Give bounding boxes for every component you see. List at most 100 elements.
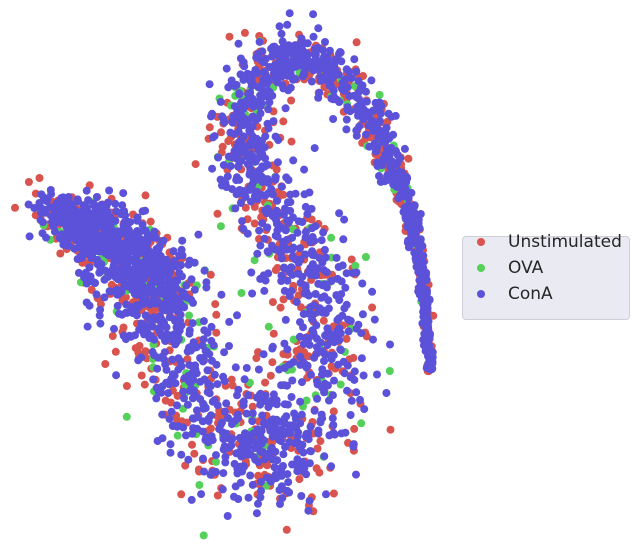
data-point xyxy=(301,233,310,242)
data-point xyxy=(107,246,116,255)
data-point xyxy=(297,410,306,419)
data-point xyxy=(82,279,91,288)
data-point xyxy=(99,235,108,243)
data-point xyxy=(245,169,254,178)
data-point xyxy=(301,250,310,259)
data-point xyxy=(321,331,330,340)
data-point xyxy=(199,317,208,326)
data-point xyxy=(79,223,88,232)
data-point xyxy=(95,311,104,320)
data-point xyxy=(344,327,353,336)
data-point xyxy=(289,243,298,252)
data-point xyxy=(304,506,313,515)
data-point xyxy=(320,357,328,365)
data-point xyxy=(309,32,318,41)
data-point xyxy=(110,270,118,279)
data-point xyxy=(224,83,233,92)
data-point xyxy=(290,409,299,418)
data-point xyxy=(327,277,336,285)
data-point xyxy=(150,227,159,236)
data-point xyxy=(247,183,256,191)
data-point xyxy=(271,175,280,184)
data-point xyxy=(296,360,305,369)
data-point xyxy=(191,160,200,169)
data-point xyxy=(325,82,334,90)
data-point xyxy=(347,255,356,264)
data-point xyxy=(335,324,344,333)
data-point xyxy=(178,251,187,260)
data-point xyxy=(160,305,168,314)
data-point xyxy=(425,296,434,304)
data-point xyxy=(320,452,329,461)
data-point xyxy=(258,85,267,94)
data-point xyxy=(240,28,249,37)
data-point xyxy=(297,53,306,62)
data-point xyxy=(89,248,98,257)
data-point xyxy=(241,192,250,201)
data-point xyxy=(222,399,231,408)
data-point xyxy=(335,209,344,218)
data-point xyxy=(218,142,227,151)
data-point xyxy=(261,276,270,285)
data-point xyxy=(119,189,128,198)
data-point xyxy=(155,287,164,296)
data-point xyxy=(201,404,210,412)
data-point xyxy=(88,209,97,218)
data-point xyxy=(105,287,114,296)
data-point xyxy=(241,429,249,438)
data-point xyxy=(244,493,253,502)
data-point xyxy=(234,39,243,48)
data-point xyxy=(264,269,273,278)
data-point xyxy=(152,394,161,403)
data-point xyxy=(185,311,193,320)
data-point xyxy=(225,32,234,41)
data-point xyxy=(246,88,255,97)
data-point xyxy=(324,296,333,305)
data-point xyxy=(145,300,154,309)
data-point xyxy=(267,444,276,452)
data-point xyxy=(207,356,216,365)
data-point xyxy=(126,218,135,227)
data-point xyxy=(243,97,251,106)
legend-item-unstimulated: Unstimulated xyxy=(477,231,622,253)
legend-label-unstimulated: Unstimulated xyxy=(508,232,622,252)
data-point xyxy=(375,101,384,110)
data-point xyxy=(231,482,240,491)
data-point xyxy=(359,371,368,380)
data-point xyxy=(313,380,322,389)
data-point xyxy=(200,266,209,275)
data-point xyxy=(165,414,174,423)
data-point xyxy=(143,239,152,248)
data-point xyxy=(335,296,344,305)
data-point xyxy=(356,395,364,404)
data-point xyxy=(258,219,267,228)
data-point xyxy=(274,60,283,69)
data-point xyxy=(175,299,184,308)
data-point xyxy=(279,117,288,126)
data-point xyxy=(206,424,215,433)
data-point xyxy=(306,422,315,431)
data-point xyxy=(184,260,193,269)
data-point xyxy=(330,376,338,385)
data-point xyxy=(288,460,297,469)
data-point xyxy=(105,186,114,195)
data-point xyxy=(358,279,367,288)
data-point xyxy=(247,74,256,83)
data-point xyxy=(280,286,289,295)
data-point xyxy=(138,207,147,216)
data-point xyxy=(62,212,71,221)
data-point xyxy=(244,391,253,400)
data-point xyxy=(223,512,232,520)
data-point xyxy=(248,289,257,298)
data-point xyxy=(284,176,293,184)
data-point xyxy=(309,10,318,19)
data-point xyxy=(257,56,266,65)
data-point xyxy=(133,216,141,225)
data-point xyxy=(146,217,155,226)
data-point xyxy=(226,162,235,171)
data-point xyxy=(177,321,186,330)
data-point xyxy=(322,490,330,499)
data-point xyxy=(404,220,413,229)
data-point xyxy=(340,369,349,378)
data-point xyxy=(245,126,254,135)
